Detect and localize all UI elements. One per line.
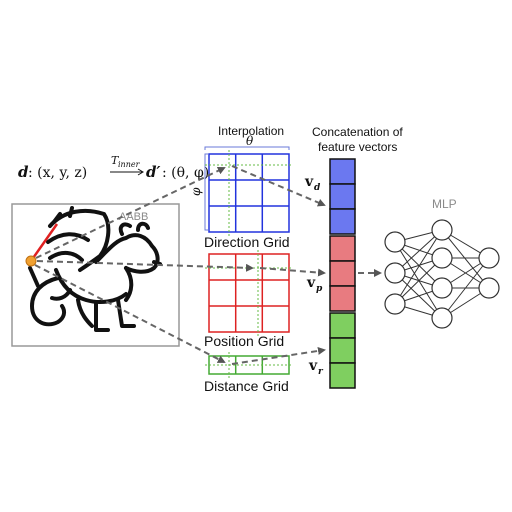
mlp-edge — [394, 229, 443, 274]
feature-cell-position-1 — [329, 235, 356, 262]
mlp-node — [384, 262, 406, 284]
distance-grid-guides — [205, 352, 293, 378]
feature-cell-distance-2 — [329, 337, 356, 364]
ray-line — [29, 223, 59, 262]
formula-d-prime: d′ — [146, 163, 160, 181]
aabb-box — [11, 203, 180, 347]
direction-grid — [208, 153, 290, 233]
mlp-node — [431, 247, 453, 269]
concat-label-line1: Concatenation of — [312, 125, 403, 139]
formula-arrow-label: T — [111, 154, 120, 167]
direction-grid-label: Direction Grid — [204, 234, 290, 250]
mlp-network — [384, 219, 500, 329]
arrow-to-direction-grid — [35, 166, 226, 259]
theta-bracket — [204, 146, 290, 150]
vr-sub: r — [318, 367, 324, 377]
mlp-node — [384, 293, 406, 315]
interpolation-label: Interpolation — [218, 124, 284, 138]
formula-d: d — [18, 163, 29, 181]
vp-sub: p — [316, 284, 323, 294]
vd-label: v — [304, 174, 314, 190]
direction-grid-guides — [205, 150, 293, 236]
phi-label: φ — [189, 187, 203, 196]
distance-grid-label: Distance Grid — [204, 378, 289, 394]
dashed-arrows — [34, 165, 382, 365]
feature-cell-position-3 — [329, 285, 356, 312]
vd-sub: d — [314, 183, 321, 193]
position-grid-label: Position Grid — [204, 333, 284, 349]
vr-label: v — [308, 358, 318, 374]
arrow-distance-to-vr — [231, 346, 326, 365]
position-grid-guides — [205, 250, 293, 336]
feature-cell-direction-2 — [329, 183, 356, 210]
formula: d : (x, y, z) T inner d′ : (θ, φ) — [18, 154, 209, 181]
formula-d-coords: : (x, y, z) — [28, 165, 87, 181]
feature-cell-direction-3 — [329, 208, 356, 235]
sample-point — [25, 255, 37, 267]
feature-cell-position-2 — [329, 260, 356, 287]
mlp-edge — [441, 229, 490, 289]
position-grid — [208, 253, 290, 333]
theta-label: θ — [246, 134, 254, 148]
feature-column — [329, 158, 356, 389]
feature-cell-direction-1 — [329, 158, 356, 185]
mlp-node — [478, 277, 500, 299]
mlp-node — [384, 231, 406, 253]
arrow-direction-to-vd — [231, 165, 326, 207]
mlp-label: MLP — [432, 197, 457, 211]
formula-arrow-label-sub: inner — [118, 160, 141, 169]
aabb-label: AABB — [119, 211, 148, 223]
mlp-edge — [441, 257, 490, 319]
vp-label: v — [306, 275, 316, 291]
mlp-edge — [394, 257, 443, 305]
concat-label-line2: feature vectors — [318, 140, 397, 154]
feature-cell-distance-1 — [329, 312, 356, 339]
mlp-edge — [394, 229, 443, 305]
mlp-node — [478, 247, 500, 269]
formula-d-prime-coords: : (θ, φ) — [162, 165, 209, 181]
mlp-node — [431, 307, 453, 329]
mlp-node — [431, 219, 453, 241]
phi-bracket — [204, 153, 208, 231]
arrow-to-distance-grid — [34, 264, 226, 363]
mlp-node — [431, 277, 453, 299]
feature-cell-distance-3 — [329, 362, 356, 389]
dragon-icon — [28, 206, 162, 332]
arrow-position-to-vp — [259, 267, 326, 277]
arrow-to-position-grid — [36, 260, 254, 272]
